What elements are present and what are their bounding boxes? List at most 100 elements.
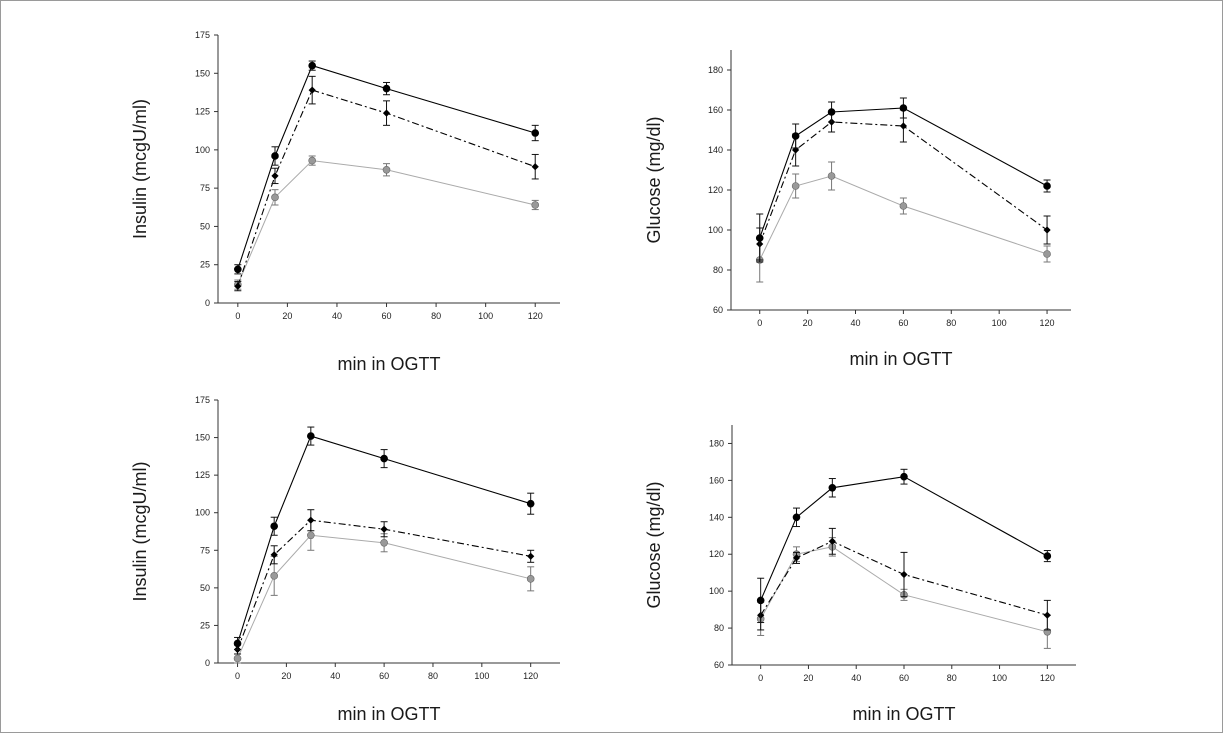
data-point [307,516,315,524]
x-tick-label: 80 [947,673,957,683]
data-point [271,152,279,160]
data-point [270,522,278,531]
x-tick-label: 60 [379,671,389,681]
x-tick-label: 60 [899,673,909,683]
data-point [1043,250,1051,258]
data-point [1043,182,1051,190]
x-tick-label: 0 [758,673,763,683]
x-tick-label: 0 [235,311,240,321]
data-point [380,538,388,547]
y-tick-label: 150 [195,433,210,443]
x-tick-label: 20 [803,318,813,328]
x-tick-label: 100 [992,673,1007,683]
x-tick-label: 40 [332,311,342,321]
data-point [234,265,242,274]
x-tick-label: 40 [851,673,861,683]
y-tick-label: 50 [200,221,210,231]
data-point [233,654,242,663]
x-tick-label: 20 [282,311,292,321]
data-point [792,554,801,562]
y-tick-label: 100 [195,145,210,155]
x-axis-title: min in OGTT [337,704,440,724]
y-tick-label: 0 [205,298,210,308]
y-tick-label: 75 [200,545,210,555]
data-point [380,454,388,463]
x-tick-label: 100 [474,671,489,681]
data-point [382,84,391,93]
data-point [827,172,836,180]
x-tick-label: 120 [523,671,538,681]
data-point [827,108,836,116]
data-point [1043,611,1051,619]
data-point [308,61,316,70]
y-tick-label: 175 [195,395,210,405]
y-tick-label: 180 [709,438,724,448]
data-point [756,596,765,605]
data-point [382,165,391,174]
x-axis-title: min in OGTT [852,704,955,724]
data-point [828,537,836,545]
data-point [526,575,535,583]
chart-panel-3: 0 25 50 75 100 125 150 175 0 20 40 60 80 100 120 min in… [130,395,560,724]
data-point [531,129,540,137]
y-tick-label: 60 [714,660,724,670]
data-point [1043,226,1051,234]
data-point [271,172,279,180]
data-point [791,132,800,140]
data-point [527,552,535,560]
data-point [271,193,279,202]
data-point [531,163,539,171]
x-tick-label: 80 [946,318,956,328]
x-tick-label: 100 [992,318,1007,328]
data-point [380,525,388,533]
x-tick-label: 120 [1040,318,1055,328]
y-tick-label: 160 [709,475,724,485]
data-point [755,234,764,242]
chart-panel-2: 60 80 100 120 140 160 180 0 20 40 60 80 100 120 min in… [644,50,1071,369]
y-tick-label: 125 [195,107,210,117]
y-tick-label: 60 [713,305,723,315]
y-tick-label: 125 [195,470,210,480]
data-point [308,156,316,165]
y-axis-title: Glucose (mg/dl) [644,116,664,243]
x-tick-label: 0 [235,671,240,681]
y-tick-label: 0 [205,658,210,668]
y-tick-label: 100 [195,508,210,518]
y-axis-title: Glucose (mg/dl) [644,481,664,608]
x-tick-label: 20 [281,671,291,681]
y-tick-label: 25 [200,620,210,630]
y-tick-label: 25 [200,260,210,270]
y-tick-label: 120 [708,185,723,195]
y-tick-label: 100 [709,586,724,596]
data-point [900,570,908,579]
y-axis-title: Insulin (mcgU/ml) [130,99,150,239]
data-point [900,472,908,481]
y-tick-label: 150 [195,68,210,78]
y-tick-label: 180 [708,65,723,75]
x-axis-title: min in OGTT [849,349,952,369]
data-point [899,122,907,130]
data-point [791,182,800,190]
x-tick-label: 0 [757,318,762,328]
data-point [307,432,315,440]
y-tick-label: 140 [708,145,723,155]
data-point [307,531,315,540]
data-point [531,201,540,209]
x-tick-label: 60 [382,311,392,321]
x-tick-label: 120 [1040,673,1055,683]
x-axis-title: min in OGTT [337,354,440,374]
x-tick-label: 40 [850,318,860,328]
data-point [526,499,535,508]
x-tick-label: 120 [528,311,543,321]
y-tick-label: 75 [200,183,210,193]
data-point [1043,552,1052,560]
data-point [828,483,837,492]
y-tick-label: 100 [708,225,723,235]
data-point [308,86,316,94]
data-point [899,202,908,210]
y-tick-label: 160 [708,105,723,115]
x-tick-label: 60 [898,318,908,328]
x-tick-label: 80 [428,671,438,681]
